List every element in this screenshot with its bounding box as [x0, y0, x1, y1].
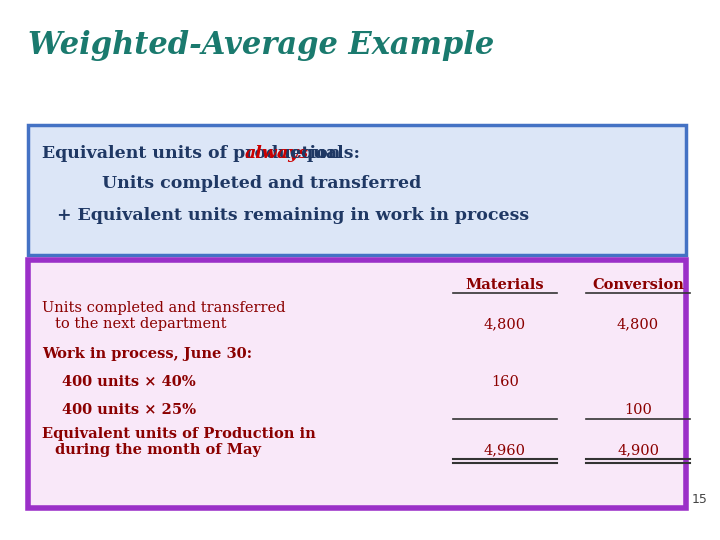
Text: 4,800: 4,800	[617, 317, 659, 331]
FancyBboxPatch shape	[28, 125, 686, 255]
Text: Equivalent units of Production in: Equivalent units of Production in	[42, 427, 316, 441]
Text: Weighted-Average Example: Weighted-Average Example	[28, 30, 494, 61]
Text: Equivalent units of production: Equivalent units of production	[42, 145, 346, 162]
Text: 4,900: 4,900	[617, 443, 659, 457]
Text: during the month of May: during the month of May	[55, 443, 261, 457]
Text: 400 units × 25%: 400 units × 25%	[62, 403, 196, 417]
Text: to the next department: to the next department	[55, 317, 227, 331]
Text: 4,800: 4,800	[484, 317, 526, 331]
FancyBboxPatch shape	[28, 260, 686, 508]
Text: 160: 160	[491, 375, 519, 389]
Text: Work in process, June 30:: Work in process, June 30:	[42, 347, 252, 361]
Text: Units completed and transferred: Units completed and transferred	[42, 301, 286, 315]
Text: 15: 15	[692, 493, 708, 506]
Text: equals:: equals:	[284, 145, 360, 162]
Text: + Equivalent units remaining in work in process: + Equivalent units remaining in work in …	[57, 207, 529, 224]
Text: 100: 100	[624, 403, 652, 417]
Text: 400 units × 40%: 400 units × 40%	[62, 375, 196, 389]
Text: Materials: Materials	[466, 278, 544, 292]
Text: 4,960: 4,960	[484, 443, 526, 457]
Text: always: always	[245, 145, 309, 162]
Text: Conversion: Conversion	[592, 278, 684, 292]
Text: Units completed and transferred: Units completed and transferred	[102, 175, 421, 192]
